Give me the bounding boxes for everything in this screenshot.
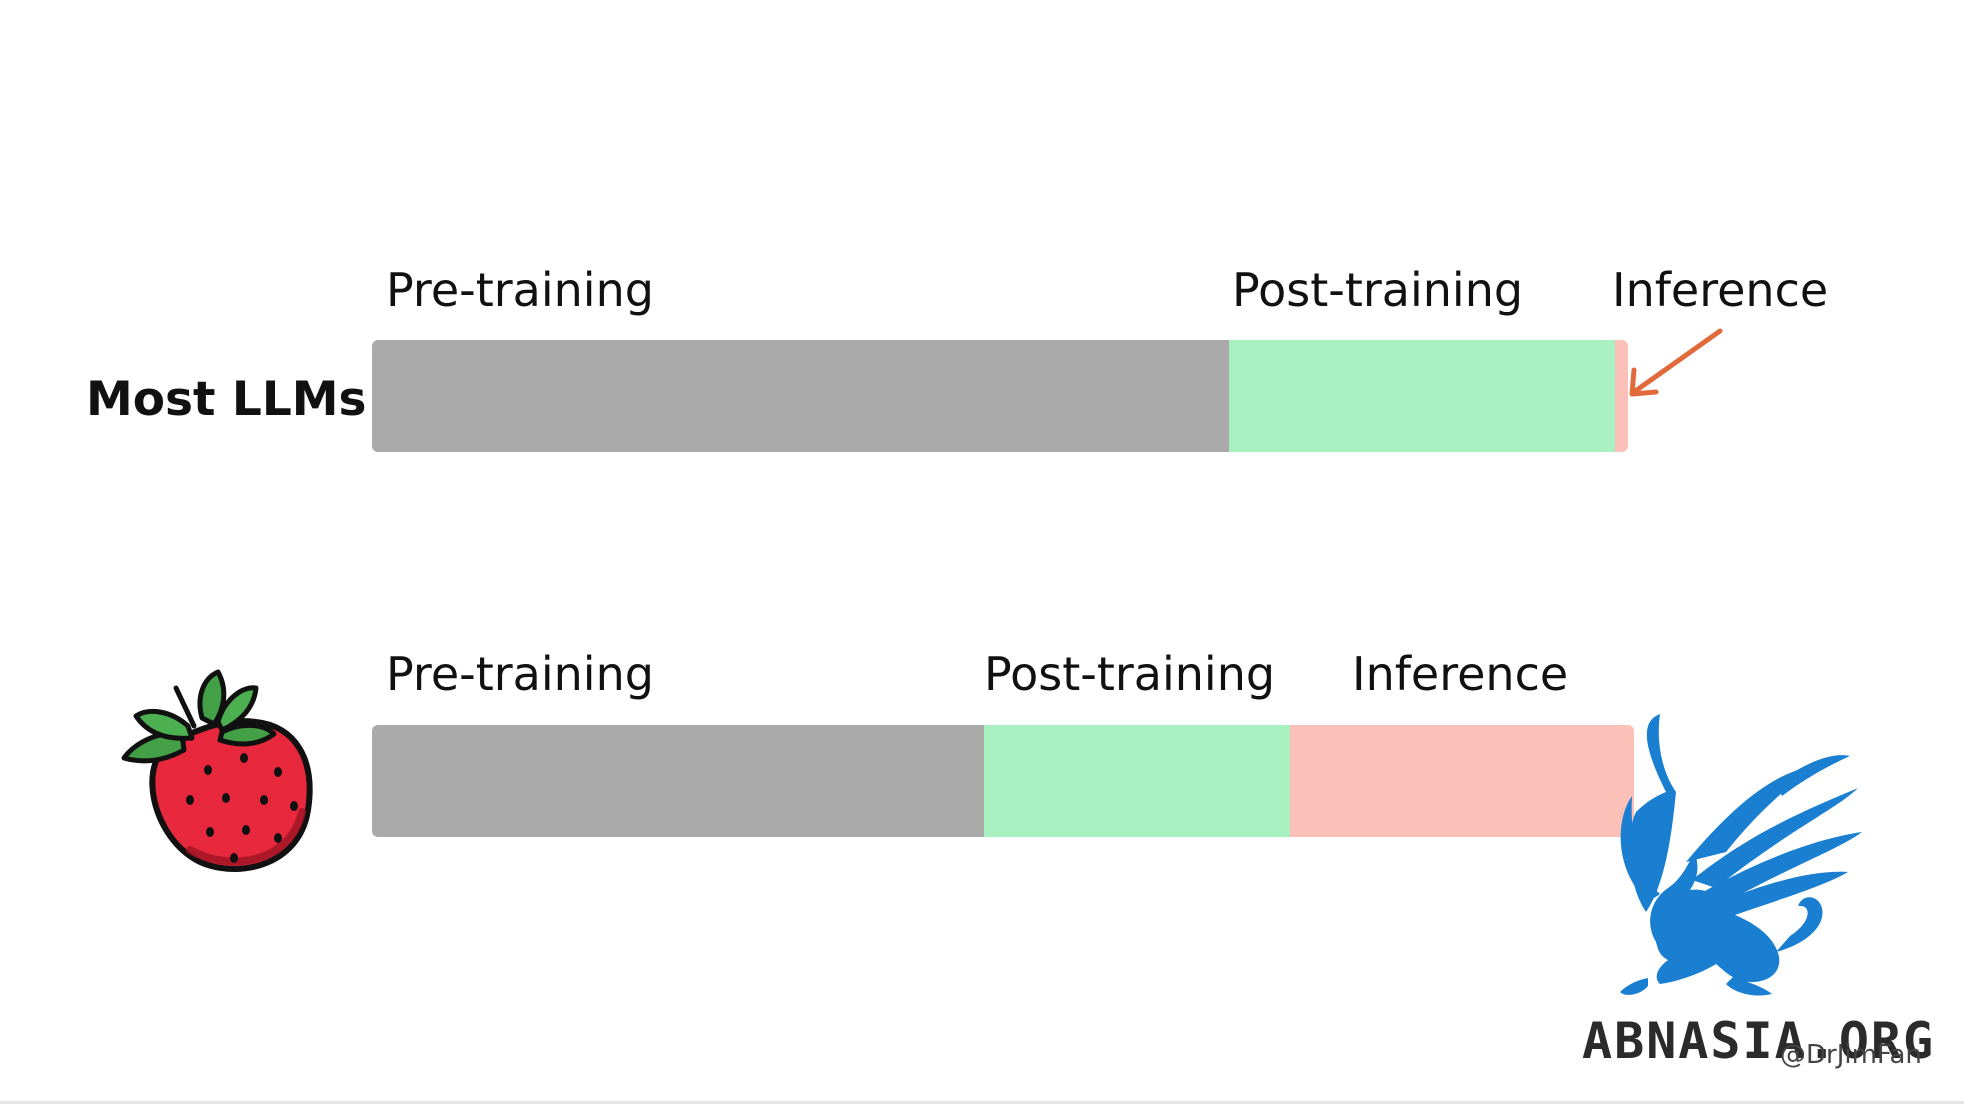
row2-inference-bar	[1290, 725, 1634, 837]
row2-bar	[372, 725, 1634, 837]
row2-posttraining-bar	[984, 725, 1290, 837]
strawberry-icon	[121, 669, 313, 872]
row2-posttraining-label: Post-training	[984, 647, 1276, 701]
row1-posttraining-bar	[1229, 340, 1615, 452]
row1-pretraining-bar	[372, 340, 1229, 452]
watermark-text: ABNASIA.ORG	[1582, 1012, 1936, 1070]
griffin-logo-icon	[1620, 714, 1862, 996]
row1-inference-bar	[1615, 340, 1628, 452]
row2-pretraining-label: Pre-training	[386, 647, 654, 701]
credit-text: @DrJimFan	[1780, 1040, 1922, 1070]
row1-posttraining-label: Post-training	[1232, 263, 1524, 317]
row1-inference-label: Inference	[1612, 263, 1829, 317]
row1-label: Most LLMs	[86, 372, 367, 427]
row2-pretraining-bar	[372, 725, 984, 837]
row1-pretraining-label: Pre-training	[386, 263, 654, 317]
row2-inference-label: Inference	[1352, 647, 1569, 701]
arrow-icon	[1629, 328, 1723, 397]
row1-bar	[372, 340, 1628, 452]
bottom-divider	[0, 1101, 1964, 1104]
